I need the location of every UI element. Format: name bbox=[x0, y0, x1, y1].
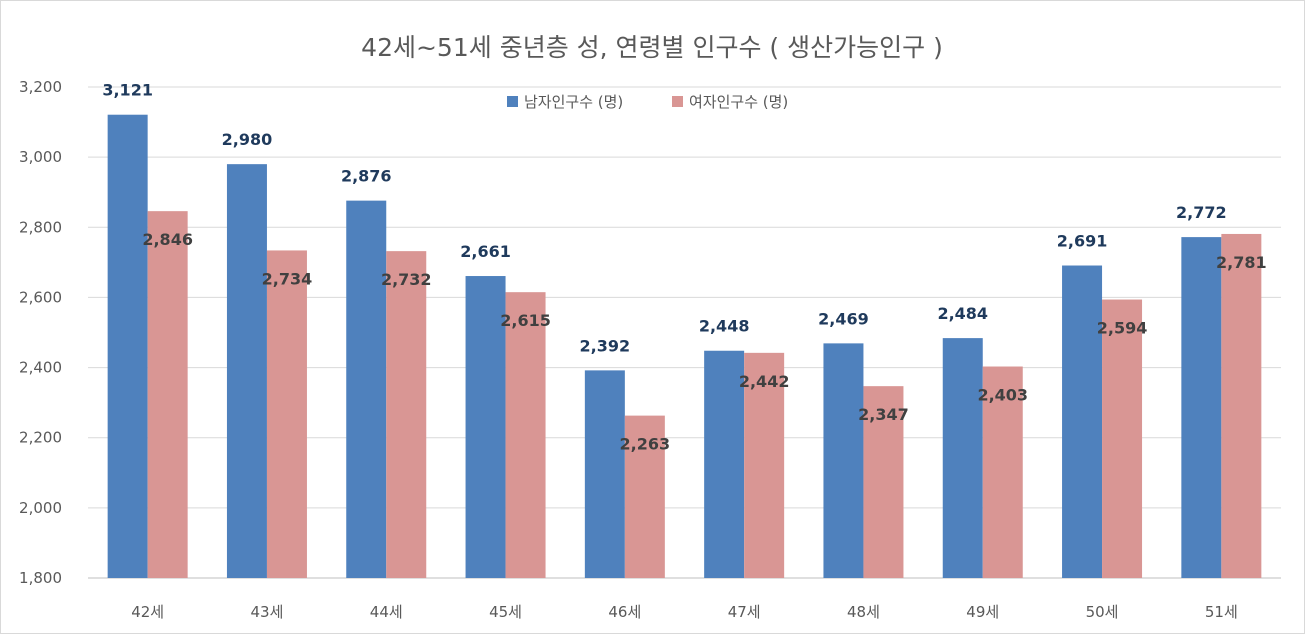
x-tick-label: 49세 bbox=[966, 603, 999, 621]
data-label-female: 2,781 bbox=[1216, 253, 1267, 272]
y-tick-label: 2,800 bbox=[19, 218, 62, 236]
y-tick-label: 3,000 bbox=[19, 148, 62, 166]
x-tick-label: 46세 bbox=[608, 603, 641, 621]
bar-male-43세 bbox=[226, 164, 267, 578]
y-tick-label: 2,000 bbox=[19, 499, 62, 517]
bar-male-45세 bbox=[465, 276, 506, 578]
bar-male-49세 bbox=[942, 338, 983, 578]
x-tick-label: 47세 bbox=[728, 603, 761, 621]
data-label-female: 2,846 bbox=[142, 230, 193, 249]
bar-female-51세 bbox=[1221, 233, 1262, 578]
data-labels: 3,121 2,846 2,980 2,734 2,876 2,732 2,661 2,615… bbox=[102, 81, 1266, 454]
y-tick-label: 2,600 bbox=[19, 288, 62, 306]
bar-male-46세 bbox=[584, 370, 625, 578]
data-label-male: 2,469 bbox=[818, 309, 869, 328]
data-label-female: 2,442 bbox=[739, 372, 790, 391]
data-label-female: 2,263 bbox=[620, 435, 671, 454]
bar-female-44세 bbox=[386, 251, 427, 579]
x-tick-label: 51세 bbox=[1205, 603, 1238, 621]
bar-female-50세 bbox=[1102, 299, 1143, 578]
data-label-male: 2,484 bbox=[937, 304, 988, 323]
bar-female-48세 bbox=[863, 386, 904, 578]
data-label-female: 2,734 bbox=[262, 269, 313, 288]
bar-male-50세 bbox=[1062, 265, 1103, 578]
data-label-male: 2,661 bbox=[460, 242, 511, 261]
bar-female-43세 bbox=[266, 250, 307, 578]
legend-swatch-female bbox=[672, 96, 683, 107]
y-axis-ticks: 1,800 2,000 2,200 2,400 2,600 2,800 3,000 3,200 bbox=[19, 78, 62, 587]
bars bbox=[107, 114, 1262, 579]
x-tick-label: 45세 bbox=[489, 603, 522, 621]
bar-male-51세 bbox=[1181, 237, 1222, 578]
bar-male-44세 bbox=[346, 200, 387, 579]
bar-female-47세 bbox=[744, 352, 785, 578]
legend: 남자인구수 (명) 여자인구수 (명) bbox=[507, 93, 788, 111]
y-tick-label: 2,200 bbox=[19, 429, 62, 447]
y-tick-label: 3,200 bbox=[19, 78, 62, 96]
bar-female-46세 bbox=[624, 415, 665, 578]
data-label-male: 2,772 bbox=[1176, 203, 1227, 222]
chart-title: 42세~51세 중년층 성, 연령별 인구수 ( 생산가능인구 ) bbox=[361, 33, 943, 62]
bar-male-47세 bbox=[704, 350, 745, 578]
x-tick-label: 48세 bbox=[847, 603, 880, 621]
data-label-female: 2,347 bbox=[858, 405, 909, 424]
data-label-female: 2,732 bbox=[381, 270, 432, 289]
data-label-male: 2,691 bbox=[1057, 232, 1108, 251]
x-tick-label: 42세 bbox=[131, 603, 164, 621]
legend-label-male: 남자인구수 (명) bbox=[524, 93, 623, 111]
bar-male-42세 bbox=[107, 114, 148, 579]
data-label-male: 3,121 bbox=[102, 81, 153, 100]
data-label-female: 2,403 bbox=[977, 386, 1028, 405]
data-label-male: 2,392 bbox=[580, 336, 631, 355]
data-label-male: 2,876 bbox=[341, 167, 392, 186]
bar-female-49세 bbox=[982, 366, 1023, 578]
x-axis-ticks: 42세 43세 44세 45세 46세 47세 48세 49세 50세 51세 bbox=[131, 603, 1238, 621]
legend-swatch-male bbox=[507, 96, 518, 107]
data-label-male: 2,448 bbox=[699, 317, 750, 336]
legend-label-female: 여자인구수 (명) bbox=[689, 93, 788, 111]
y-tick-label: 2,400 bbox=[19, 359, 62, 377]
x-tick-label: 43세 bbox=[251, 603, 284, 621]
bar-female-45세 bbox=[505, 292, 546, 578]
x-tick-label: 44세 bbox=[370, 603, 403, 621]
data-label-female: 2,594 bbox=[1097, 319, 1148, 338]
bar-female-42세 bbox=[147, 211, 188, 578]
bar-male-48세 bbox=[823, 343, 864, 578]
x-tick-label: 50세 bbox=[1086, 603, 1119, 621]
y-tick-label: 1,800 bbox=[19, 569, 62, 587]
data-label-female: 2,615 bbox=[500, 311, 551, 330]
data-label-male: 2,980 bbox=[222, 130, 273, 149]
